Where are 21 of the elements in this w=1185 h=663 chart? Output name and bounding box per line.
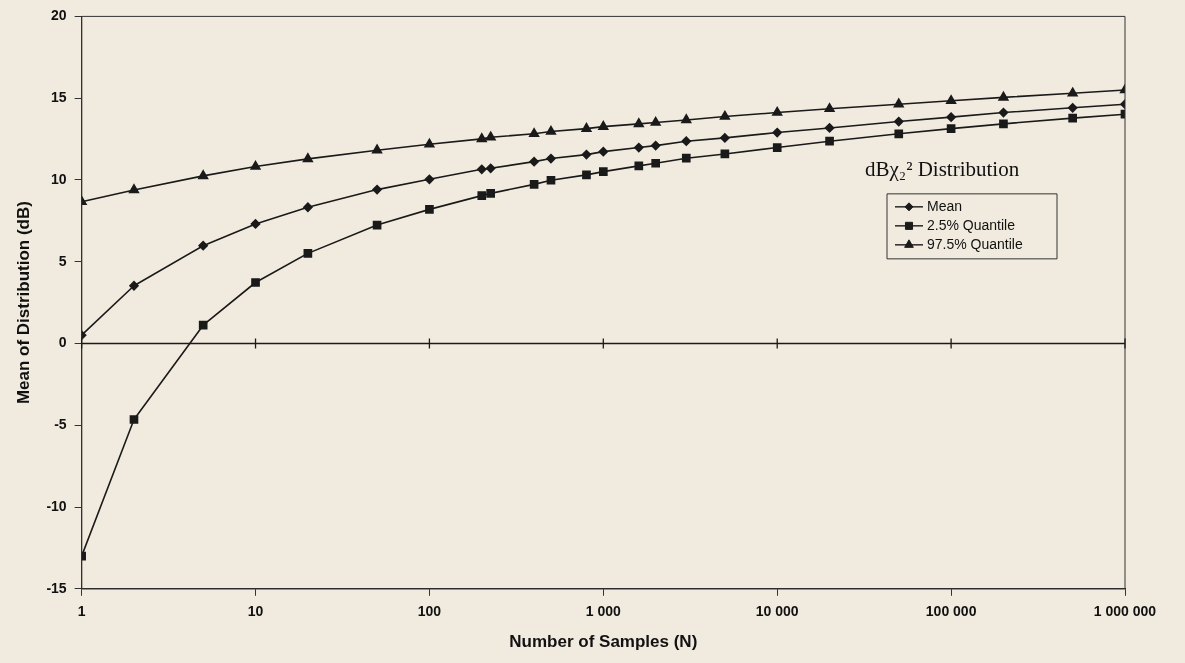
x-tick-label: 1 000: [585, 603, 622, 620]
y-tick-label: -10: [46, 497, 67, 514]
y-tick-label: 5: [58, 252, 67, 269]
x-tick-label: 1: [77, 603, 86, 620]
y-tick-label: -5: [54, 416, 67, 433]
legend-label: Mean: [927, 197, 963, 214]
y-tick-label: 10: [51, 170, 67, 187]
y-axis-title: Mean of Distribution (dB): [13, 201, 33, 405]
x-tick-label: 10: [247, 603, 264, 620]
y-tick-label: -15: [46, 579, 67, 596]
x-tick-label: 100 000: [925, 603, 977, 620]
x-tick-label: 100: [417, 603, 442, 620]
x-tick-label: 10 000: [755, 603, 799, 620]
y-tick-label: 20: [51, 7, 67, 24]
legend-label: 97.5% Quantile: [927, 235, 1023, 252]
legend-label: 2.5% Quantile: [927, 216, 1016, 233]
y-tick-label: 0: [58, 334, 67, 351]
annotation: dBχ₂² Distribution: [865, 156, 1020, 181]
y-tick-label: 15: [51, 89, 67, 106]
x-tick-label: 1 000 000: [1093, 603, 1157, 620]
x-axis-title: Number of Samples (N): [509, 632, 698, 652]
